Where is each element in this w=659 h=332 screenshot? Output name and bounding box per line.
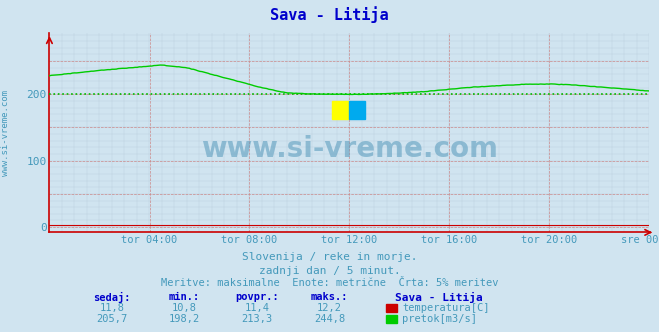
Text: min.:: min.: bbox=[169, 292, 200, 302]
Text: Sava - Litija: Sava - Litija bbox=[270, 7, 389, 23]
Text: povpr.:: povpr.: bbox=[235, 292, 279, 302]
Text: Meritve: maksimalne  Enote: metrične  Črta: 5% meritev: Meritve: maksimalne Enote: metrične Črta… bbox=[161, 278, 498, 288]
Text: 11,8: 11,8 bbox=[100, 303, 125, 313]
Text: 10,8: 10,8 bbox=[172, 303, 197, 313]
Text: 198,2: 198,2 bbox=[169, 314, 200, 324]
Text: 205,7: 205,7 bbox=[96, 314, 128, 324]
Text: sedaj:: sedaj: bbox=[94, 291, 130, 303]
Text: 213,3: 213,3 bbox=[241, 314, 273, 324]
Text: www.si-vreme.com: www.si-vreme.com bbox=[1, 90, 10, 176]
Text: 11,4: 11,4 bbox=[244, 303, 270, 313]
Text: Sava - Litija: Sava - Litija bbox=[395, 291, 483, 303]
Text: pretok[m3/s]: pretok[m3/s] bbox=[402, 314, 477, 324]
Text: Slovenija / reke in morje.: Slovenija / reke in morje. bbox=[242, 252, 417, 262]
Text: www.si-vreme.com: www.si-vreme.com bbox=[201, 135, 498, 163]
Text: 12,2: 12,2 bbox=[317, 303, 342, 313]
Text: zadnji dan / 5 minut.: zadnji dan / 5 minut. bbox=[258, 266, 401, 276]
Text: temperatura[C]: temperatura[C] bbox=[402, 303, 490, 313]
Text: 244,8: 244,8 bbox=[314, 314, 345, 324]
Text: maks.:: maks.: bbox=[311, 292, 348, 302]
